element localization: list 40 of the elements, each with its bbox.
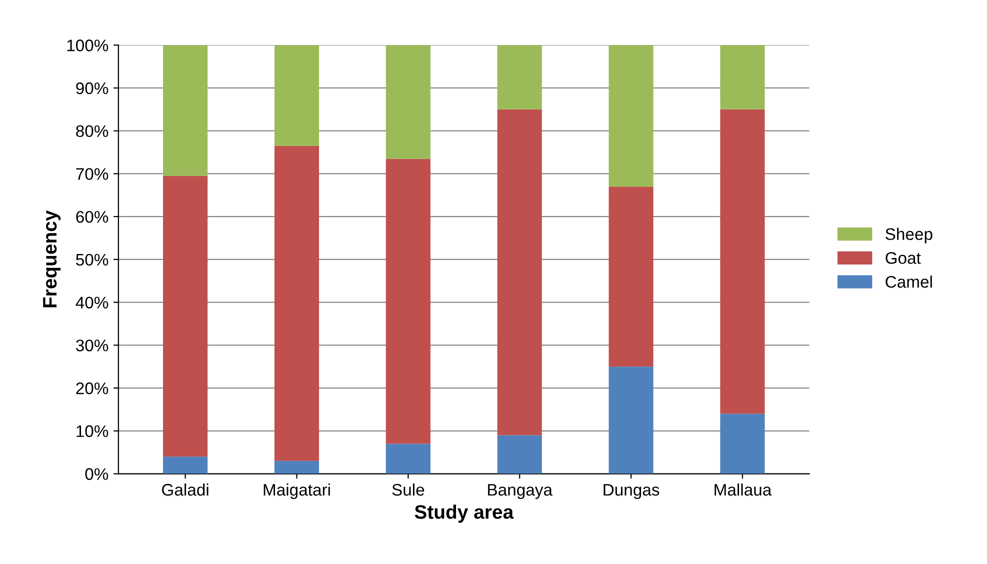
x-tick-label: Galadi — [162, 483, 208, 496]
bar — [720, 109, 765, 414]
y-tick-label: 70% — [76, 168, 108, 180]
y-tick-label: 0% — [85, 468, 108, 480]
x-tick-label: Mallaua — [714, 483, 772, 496]
bar — [274, 146, 320, 461]
y-tick-label: 20% — [76, 382, 108, 394]
y-tick-label: 40% — [76, 296, 108, 309]
bar — [163, 456, 208, 474]
y-tick-label: 80% — [76, 125, 108, 138]
x-tick-label: Bangaya — [488, 484, 553, 500]
bar — [274, 45, 320, 146]
bar — [497, 109, 542, 436]
bar — [497, 45, 542, 110]
legend-label: Goat — [886, 252, 921, 264]
y-tick-label: 50% — [76, 254, 108, 266]
bar — [274, 460, 320, 474]
bar — [608, 186, 654, 367]
legend-label: Sheep — [886, 228, 932, 244]
y-tick-label: 10% — [76, 425, 108, 438]
y-axis-title: Frequency — [43, 210, 61, 308]
bar — [163, 176, 208, 457]
x-tick-label: Dungas — [604, 484, 660, 500]
y-tick-label: 30% — [76, 340, 108, 352]
bar — [720, 414, 765, 474]
bar — [386, 444, 430, 474]
x-tick-label: Sule — [392, 483, 424, 496]
bar — [163, 45, 208, 176]
x-axis-title: Study area — [414, 504, 514, 523]
x-tick-label: Maigatari — [264, 483, 330, 500]
bar — [386, 45, 430, 159]
y-tick-label: 90% — [76, 82, 108, 94]
bar — [497, 435, 542, 474]
y-tick-label: 60% — [76, 210, 108, 223]
bar — [720, 45, 765, 110]
bar — [608, 45, 654, 187]
legend-label: Camel — [886, 276, 932, 288]
bar — [386, 158, 430, 444]
y-tick-label: 100% — [67, 40, 108, 52]
bar — [608, 366, 654, 474]
